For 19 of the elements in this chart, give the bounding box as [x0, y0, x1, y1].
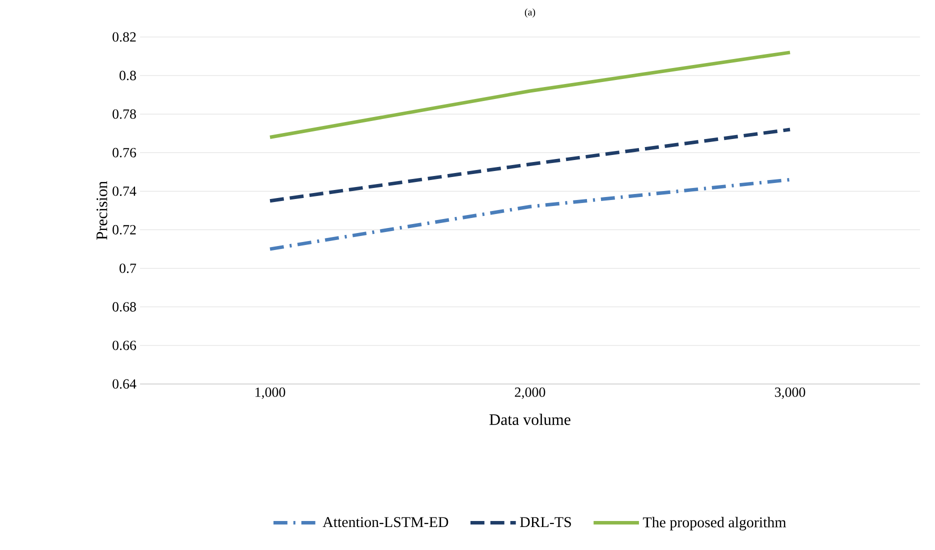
x-axis-title: Data volume — [490, 414, 570, 425]
legend-label: DRL-TS — [520, 517, 571, 528]
legend-label: The proposed algorithm — [642, 516, 786, 530]
chart-title: (a) — [524, 8, 536, 18]
y-tick-label: 0.68 — [112, 302, 136, 312]
y-tick-label: 0.78 — [112, 109, 136, 119]
y-tick-label: 0.64 — [112, 379, 136, 389]
y-tick-label: 0.8 — [120, 70, 136, 80]
y-tick-label: 0.7 — [120, 264, 136, 274]
y-tick-label: 0.72 — [112, 225, 136, 235]
y-tick-label: 0.76 — [112, 148, 136, 158]
y-tick-label: 0.66 — [112, 340, 136, 350]
y-tick-label: 0.82 — [112, 32, 136, 42]
x-tick-label: 1,000 — [256, 388, 286, 399]
y-axis-title: Precision — [96, 181, 108, 240]
y-tick-label: 0.74 — [112, 186, 136, 196]
x-tick-label: 3,000 — [774, 388, 806, 399]
x-tick-label: 2,000 — [514, 388, 546, 399]
legend-label: Attention-LSTM-ED — [322, 517, 448, 528]
